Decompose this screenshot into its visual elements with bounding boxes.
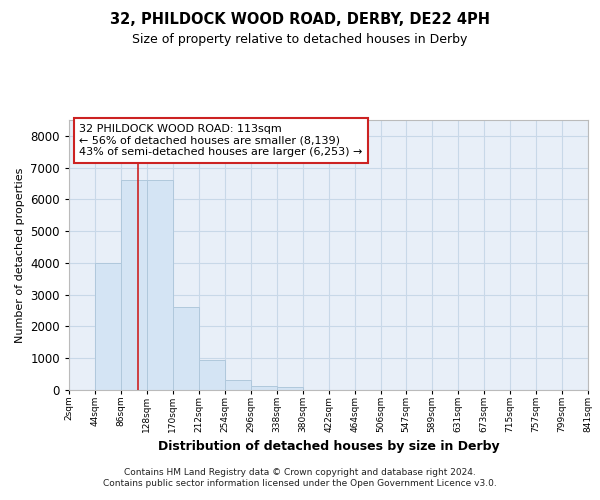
Bar [147, 180, 173, 390]
Bar [251, 386, 277, 390]
Bar [95, 263, 121, 390]
Bar [121, 180, 147, 390]
Text: Size of property relative to detached houses in Derby: Size of property relative to detached ho… [133, 32, 467, 46]
Text: 32 PHILDOCK WOOD ROAD: 113sqm
← 56% of detached houses are smaller (8,139)
43% o: 32 PHILDOCK WOOD ROAD: 113sqm ← 56% of d… [79, 124, 363, 157]
Bar [225, 380, 251, 390]
Bar [277, 388, 303, 390]
Y-axis label: Number of detached properties: Number of detached properties [15, 168, 25, 342]
Text: 32, PHILDOCK WOOD ROAD, DERBY, DE22 4PH: 32, PHILDOCK WOOD ROAD, DERBY, DE22 4PH [110, 12, 490, 28]
Bar [199, 360, 225, 390]
Bar [173, 308, 199, 390]
Text: Contains HM Land Registry data © Crown copyright and database right 2024.
Contai: Contains HM Land Registry data © Crown c… [103, 468, 497, 487]
X-axis label: Distribution of detached houses by size in Derby: Distribution of detached houses by size … [158, 440, 499, 454]
